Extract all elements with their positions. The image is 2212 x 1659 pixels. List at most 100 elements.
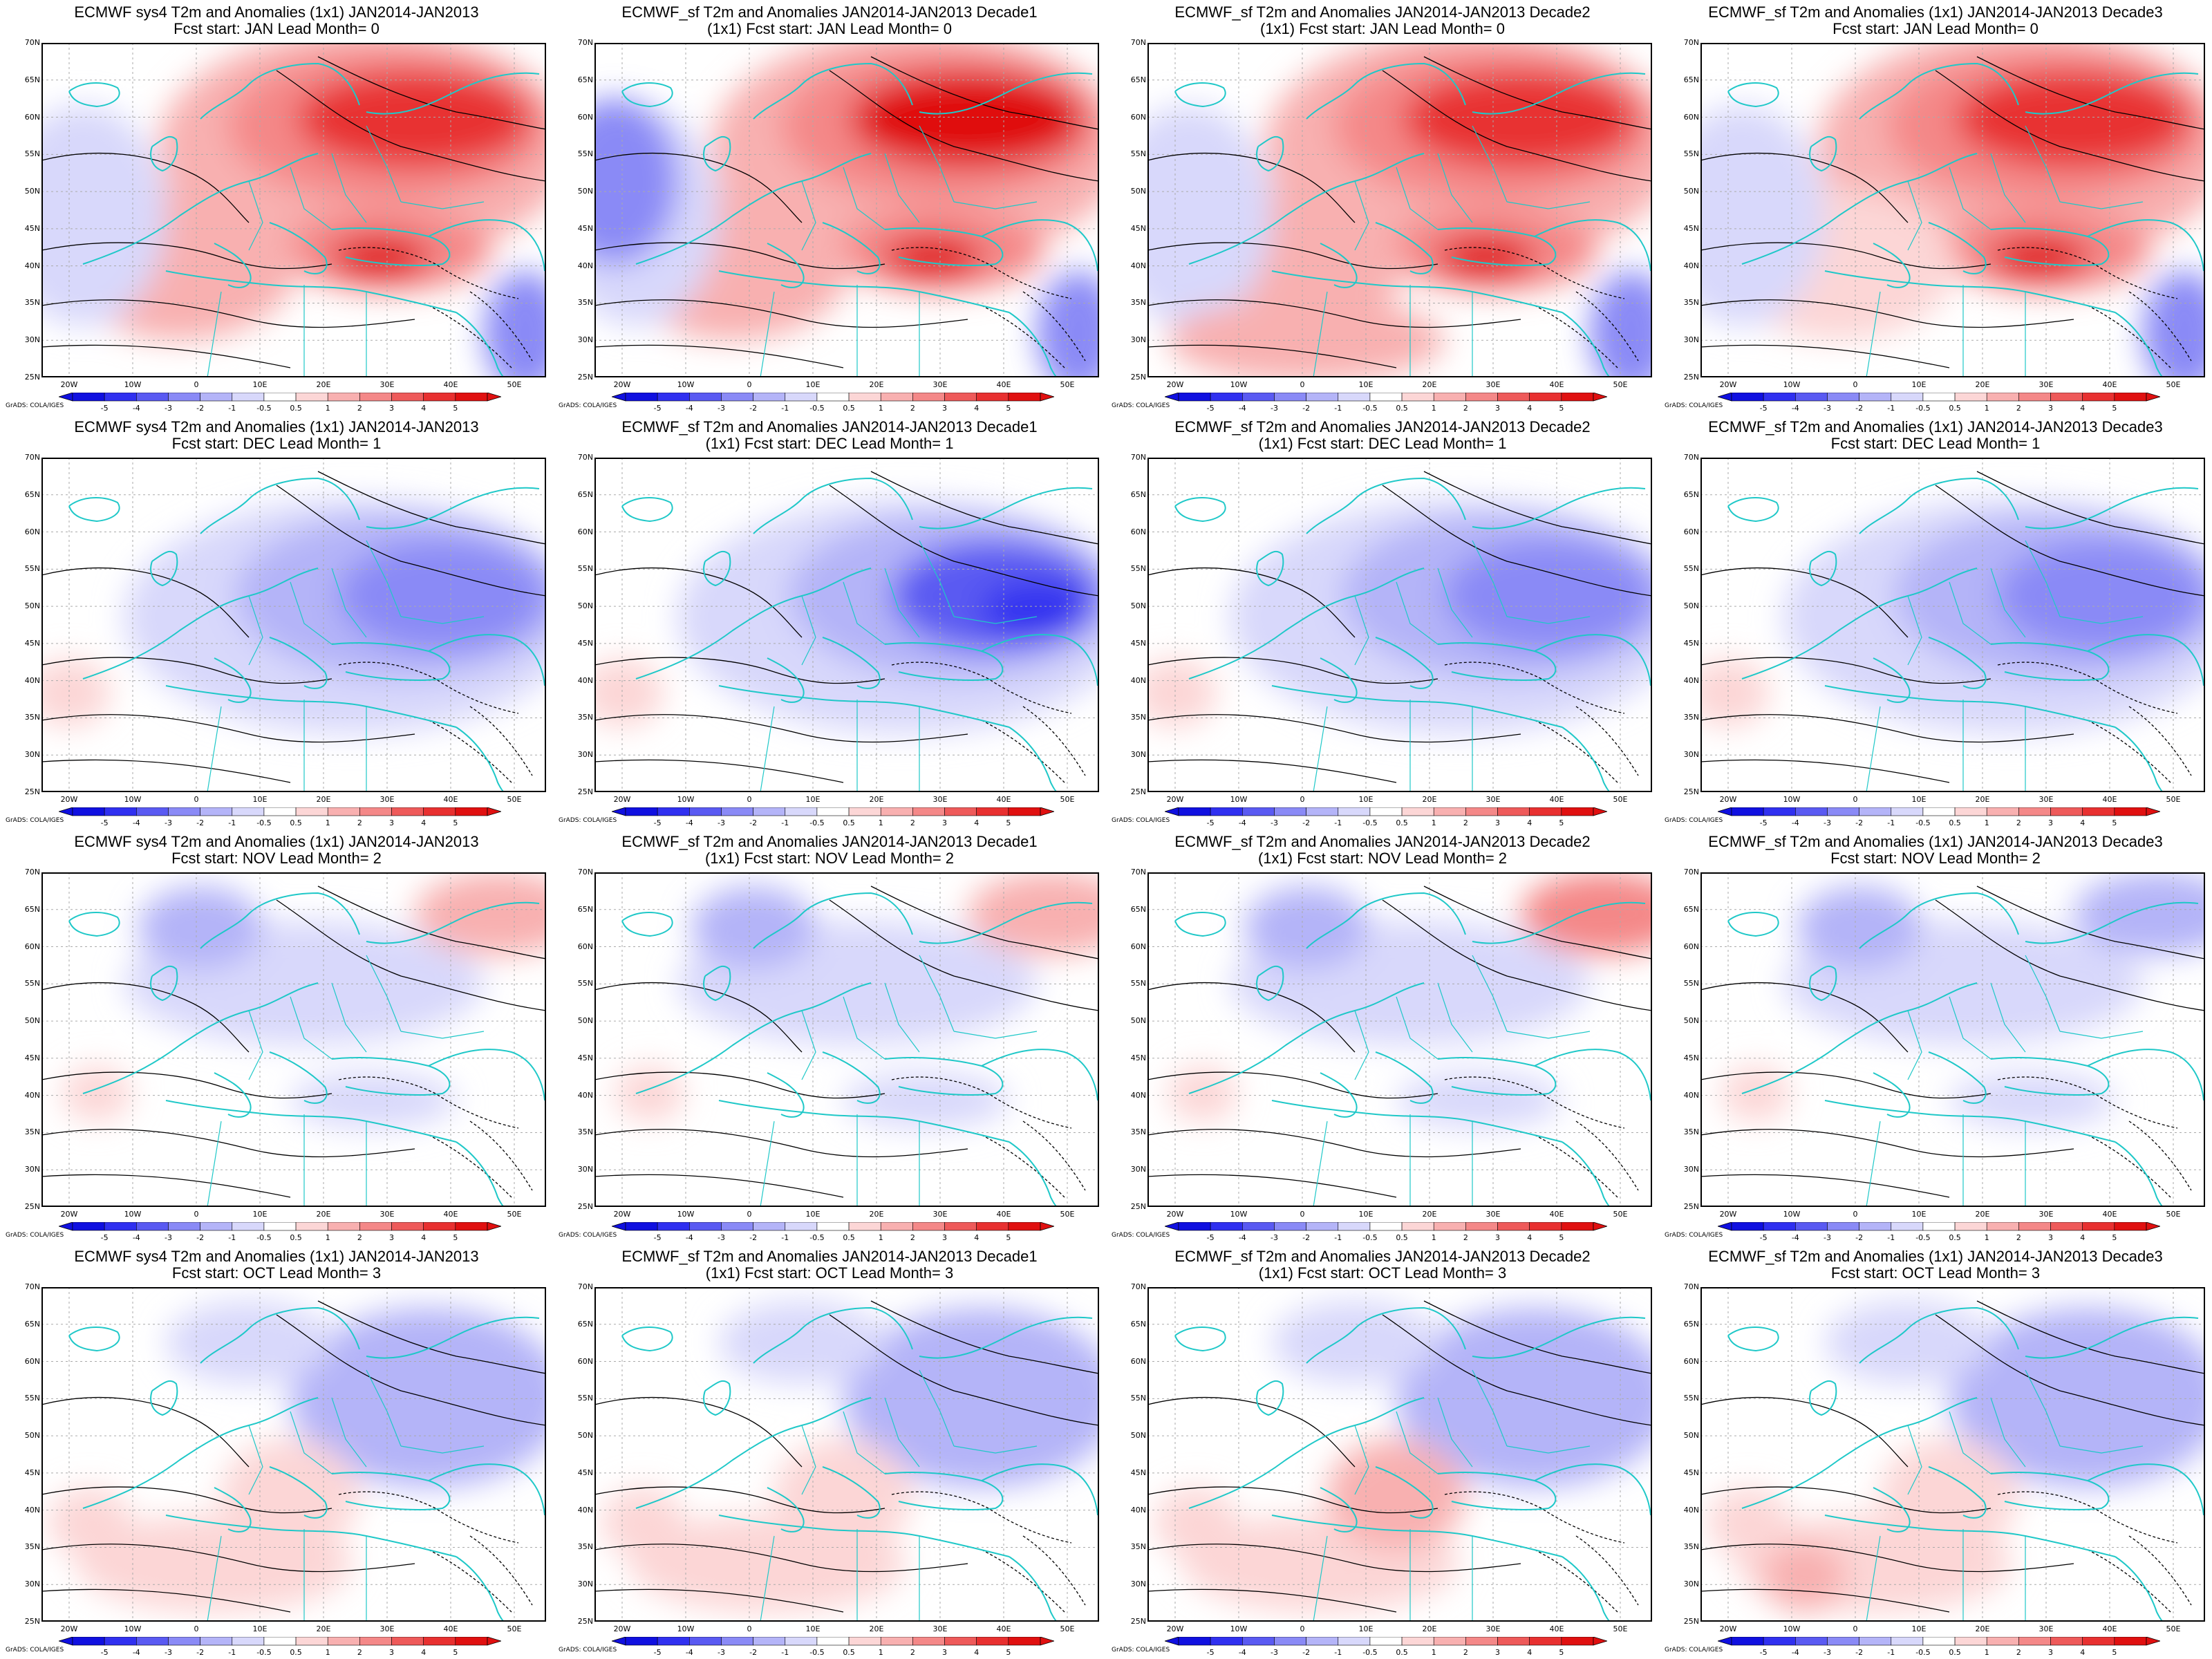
colorbar-swatch (753, 807, 786, 816)
latitude-label: 55N (1683, 1394, 1699, 1403)
colorbar-swatch (1561, 1637, 1594, 1646)
colorbar-label: 4 (421, 818, 426, 827)
colorbar-swatch (1561, 1222, 1594, 1231)
longitude-label: 20E (869, 1624, 884, 1633)
latitude-label: 65N (577, 1319, 593, 1329)
colorbar-label: 2 (1463, 818, 1468, 827)
map-panel: ECMWF_sf T2m and Anomalies (1x1) JAN2014… (1659, 1244, 2212, 1659)
latitude-label: 25N (1130, 373, 1146, 382)
colorbar-label: 4 (421, 1233, 426, 1242)
latitude-label: 25N (24, 373, 40, 382)
colorbar-swatch (1497, 807, 1530, 816)
colorbar-swatch (976, 393, 1009, 402)
colorbar-label: 2 (2016, 1648, 2021, 1657)
longitude-label: 10W (1230, 380, 1248, 389)
anomaly-blob (332, 236, 429, 278)
longitude-label: 40E (996, 380, 1011, 389)
colorbar-swatch (1242, 393, 1275, 402)
colorbar-swatch (1008, 1637, 1041, 1646)
anomaly-blob (1825, 1301, 1991, 1384)
colorbar-label: 2 (1463, 1648, 1468, 1657)
colorbar-label: 0.5 (1949, 404, 1961, 413)
anomaly-map (594, 872, 1099, 1207)
longitude-label: 20W (60, 380, 78, 389)
longitude-label: 20W (1719, 1624, 1737, 1633)
latitude-label: 45N (1683, 638, 1699, 648)
colorbar-high-arrow (1593, 1637, 1607, 1646)
colorbar-swatch (263, 1637, 297, 1646)
colorbar-swatch (327, 393, 360, 402)
colorbar-swatch (1465, 1222, 1498, 1231)
latitude-label: 65N (24, 489, 40, 499)
colorbar-label: 2 (910, 1233, 915, 1242)
latitude-label: 35N (577, 1542, 593, 1552)
longitude-label: 10W (1230, 1624, 1248, 1633)
temperature-contours (41, 56, 546, 368)
longitude-label: 40E (1549, 1210, 1564, 1219)
colorbar-high-arrow (1040, 1637, 1054, 1646)
colorbar-swatch (1178, 393, 1211, 402)
colorbar-high-arrow (1593, 1222, 1607, 1231)
country-borders (760, 540, 1038, 792)
colorbar-swatch (753, 393, 786, 402)
colorbar-swatch (359, 1637, 392, 1646)
colorbar-swatch (168, 393, 200, 402)
colorbar-swatch (168, 1637, 200, 1646)
longitude-label: 0 (1300, 380, 1305, 389)
longitude-label: 20W (1719, 380, 1737, 389)
latitude-label: 30N (1683, 1580, 1699, 1589)
colorbar-high-arrow (1040, 1222, 1054, 1231)
colorbar-label: -5 (1760, 404, 1768, 413)
longitude-label: 20E (1975, 380, 1990, 389)
latitude-label: 70N (1130, 868, 1146, 877)
colorbar-swatch (625, 807, 658, 816)
colorbar-label: -2 (749, 818, 757, 827)
country-borders (1313, 125, 1591, 377)
latitude-label: 65N (577, 75, 593, 84)
colorbar-swatch (1954, 1637, 1987, 1646)
longitude-label: 10W (124, 1210, 142, 1219)
longitude-label: 50E (1060, 380, 1075, 389)
panel-title-line1: ECMWF_sf T2m and Anomalies JAN2014-JAN20… (621, 1248, 1038, 1265)
colorbar-swatch (455, 1222, 488, 1231)
latitude-label: 70N (1683, 868, 1699, 877)
longitude-label: 10E (1911, 1210, 1927, 1219)
latitude-label: 70N (1683, 453, 1699, 462)
colorbar-swatch (1827, 1222, 1859, 1231)
colorbar-swatch (1922, 1222, 1956, 1231)
latitude-label: 45N (1130, 1053, 1146, 1062)
latitude-label: 60N (24, 941, 40, 951)
country-borders (1313, 955, 1591, 1207)
colorbar-label: -5 (654, 1233, 662, 1242)
colorbar-swatch (1763, 1222, 1796, 1231)
colorbar-label: -0.5 (256, 818, 271, 827)
colorbar-label: -5 (1207, 1648, 1215, 1657)
colorbar-swatch (816, 1637, 850, 1646)
latitude-label: 55N (24, 979, 40, 988)
longitude-label: 30E (379, 1624, 395, 1633)
latitude-label: 55N (577, 564, 593, 574)
colorbar-swatch (657, 807, 690, 816)
colorbar-swatch (2114, 1637, 2147, 1646)
colorbar-label: -2 (196, 1648, 204, 1657)
latitude-label: 65N (24, 1319, 40, 1329)
colorbar-low-arrow (1718, 807, 1732, 816)
anomaly-blob (885, 236, 982, 278)
colorbar-swatch (2082, 1637, 2115, 1646)
colorbar-label: 2 (357, 818, 362, 827)
grads-credit: GrADS: COLA/IGES (6, 817, 64, 824)
colorbar-label: 3 (1495, 404, 1500, 413)
longitude-label: 50E (1060, 1624, 1075, 1633)
longitude-label: 10E (805, 1624, 821, 1633)
colorbar-swatch (1561, 807, 1594, 816)
colorbar-label: -0.5 (256, 1648, 271, 1657)
colorbar-label: 5 (1559, 818, 1564, 827)
country-borders (207, 1369, 485, 1622)
colorbar-swatch (912, 807, 945, 816)
anomaly-blob (41, 105, 166, 326)
anomaly-field (601, 1301, 1099, 1612)
coastlines (1174, 477, 1651, 792)
colorbar-label: -0.5 (1362, 818, 1377, 827)
latitude-label: 60N (577, 112, 593, 122)
panel-title-line2: Fcst start: NOV Lead Month= 2 (171, 850, 382, 867)
